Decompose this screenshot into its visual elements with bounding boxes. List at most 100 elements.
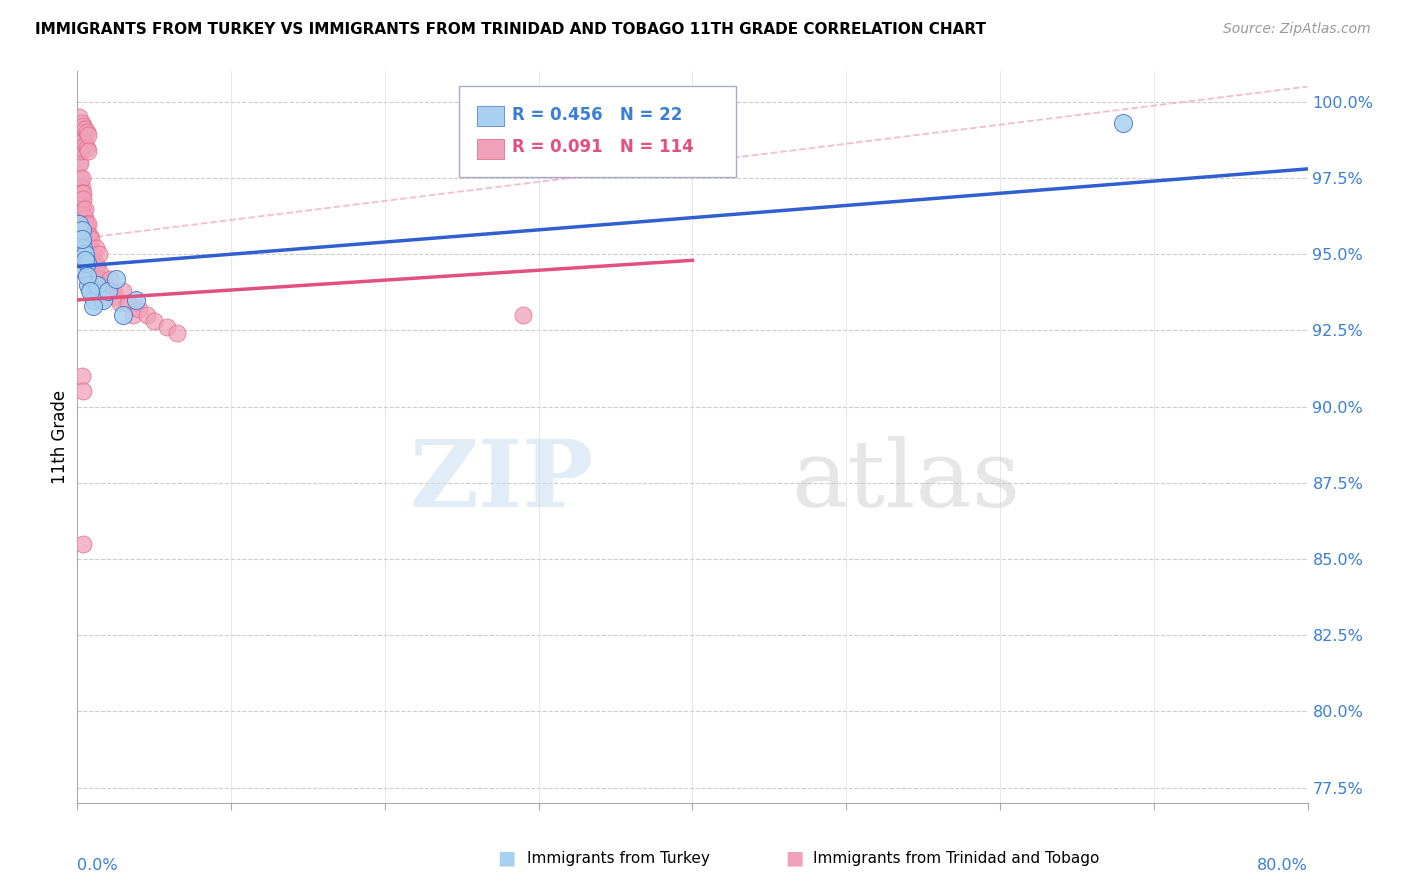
Point: [166, 326, 188, 341]
Point: [512, 308, 534, 322]
FancyBboxPatch shape: [458, 86, 735, 178]
Point: [72, 223, 94, 237]
Text: ■: ■: [496, 848, 516, 868]
Point: [86, 277, 108, 292]
Point: [76, 217, 98, 231]
Point: [67, 217, 90, 231]
Point: [70, 369, 93, 384]
Point: [70, 223, 93, 237]
Point: [80, 284, 103, 298]
Point: [80, 277, 103, 292]
Point: [72, 208, 94, 222]
Point: [70, 223, 93, 237]
Text: Immigrants from Trinidad and Tobago: Immigrants from Trinidad and Tobago: [813, 851, 1099, 865]
Point: [77, 232, 100, 246]
Point: [143, 314, 166, 328]
Point: [76, 223, 98, 237]
Point: [112, 308, 135, 322]
Text: 80.0%: 80.0%: [1257, 858, 1308, 872]
Point: [90, 277, 114, 292]
Point: [76, 256, 98, 270]
Point: [125, 293, 148, 307]
Y-axis label: 11th Grade: 11th Grade: [51, 390, 69, 484]
Point: [70, 116, 93, 130]
Point: [77, 128, 100, 143]
Point: [76, 241, 98, 255]
Point: [93, 293, 115, 307]
Point: [69, 208, 91, 222]
Point: [77, 247, 100, 261]
Point: [77, 217, 100, 231]
Point: [117, 296, 139, 310]
Point: [67, 110, 90, 124]
Point: [72, 262, 94, 277]
Point: [79, 266, 101, 280]
Point: [73, 202, 96, 216]
Point: [70, 193, 93, 207]
Point: [155, 320, 177, 334]
Point: [82, 247, 104, 261]
Point: [83, 293, 105, 307]
Point: [70, 211, 93, 225]
Point: [73, 211, 96, 225]
Point: [94, 290, 117, 304]
Point: [69, 156, 91, 170]
Point: [70, 186, 93, 201]
Point: [70, 131, 93, 145]
Point: [70, 180, 93, 194]
Point: [72, 537, 94, 551]
Point: [70, 202, 93, 216]
Point: [76, 268, 98, 283]
Point: [67, 186, 90, 201]
Point: [72, 232, 94, 246]
Point: [80, 232, 103, 246]
Point: [76, 140, 98, 154]
Point: [73, 241, 96, 255]
Point: [69, 125, 91, 139]
Text: ■: ■: [785, 848, 804, 868]
Point: [77, 241, 100, 255]
Point: [72, 186, 94, 201]
Point: [72, 193, 94, 207]
Point: [80, 266, 103, 280]
Point: [79, 241, 101, 255]
Point: [70, 232, 93, 246]
Point: [73, 137, 96, 152]
Point: [69, 140, 91, 154]
Point: [79, 284, 101, 298]
Bar: [477, 138, 505, 159]
Point: [70, 232, 93, 246]
Point: [73, 232, 96, 246]
Point: [73, 217, 96, 231]
Point: [101, 284, 124, 298]
Point: [69, 144, 91, 158]
Text: Source: ZipAtlas.com: Source: ZipAtlas.com: [1223, 22, 1371, 37]
Point: [79, 253, 101, 268]
Point: [77, 266, 100, 280]
Point: [97, 284, 120, 298]
Point: [97, 284, 120, 298]
Point: [84, 266, 107, 280]
Text: atlas: atlas: [792, 436, 1021, 526]
Point: [76, 253, 98, 268]
Point: [70, 171, 93, 186]
Point: [70, 208, 93, 222]
Point: [73, 241, 96, 255]
Point: [67, 156, 90, 170]
Point: [72, 217, 94, 231]
Text: ZIP: ZIP: [409, 436, 595, 526]
Point: [76, 235, 98, 249]
Point: [77, 253, 100, 268]
Point: [79, 241, 101, 255]
Point: [110, 296, 132, 310]
Point: [72, 384, 94, 399]
Point: [135, 308, 157, 322]
Point: [77, 277, 100, 292]
Text: R = 0.456   N = 22: R = 0.456 N = 22: [512, 105, 682, 123]
Point: [83, 266, 105, 280]
Point: [104, 271, 127, 285]
Point: [70, 223, 93, 237]
Point: [104, 290, 127, 304]
Point: [69, 180, 91, 194]
Point: [72, 241, 94, 255]
